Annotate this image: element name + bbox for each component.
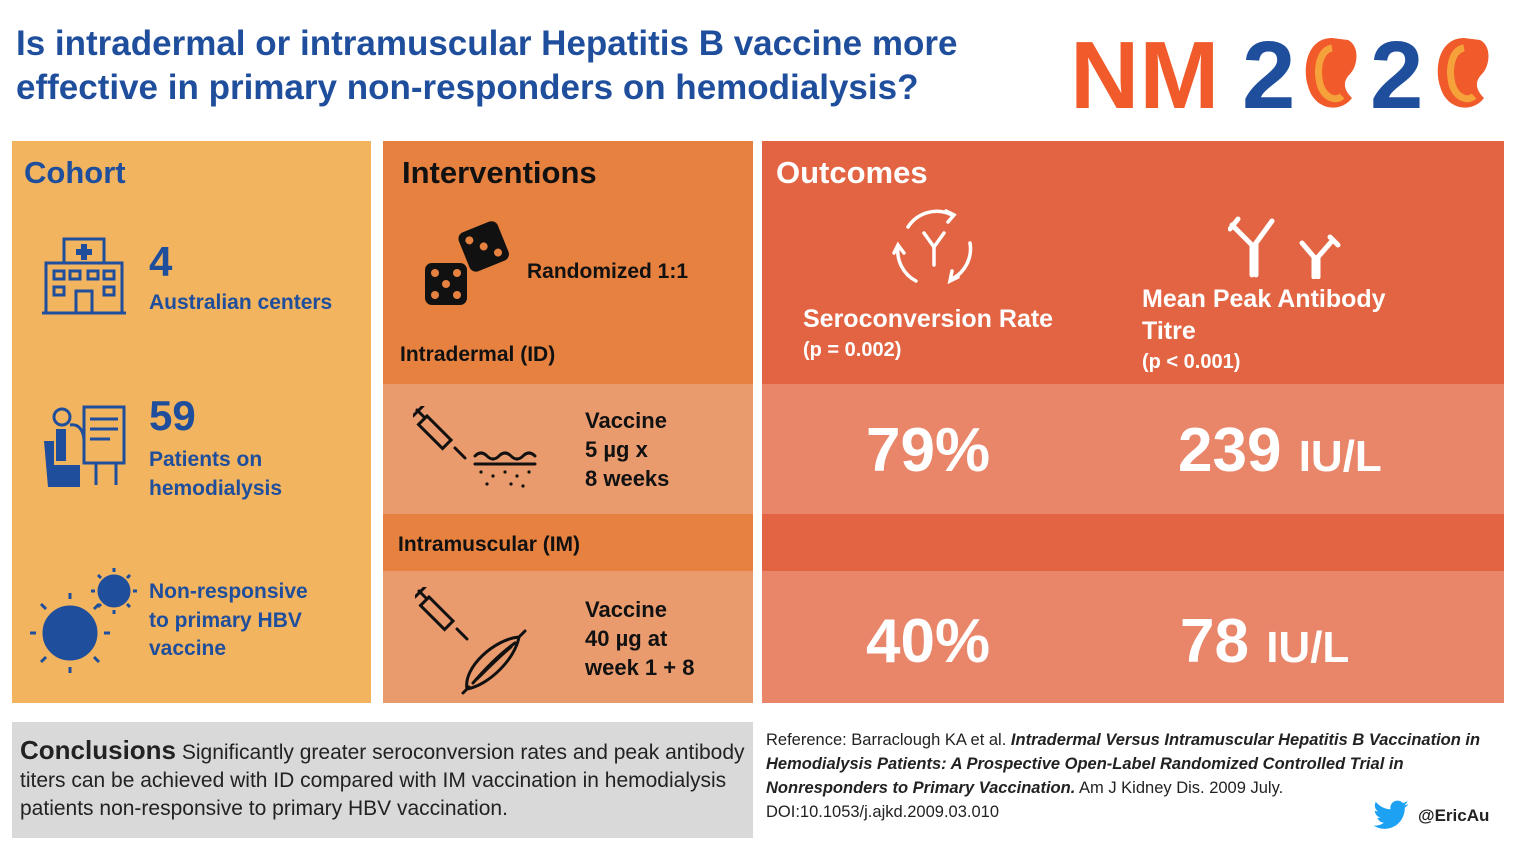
im-vaccine-line-2: 40 µg at bbox=[585, 626, 668, 651]
twitter-icon bbox=[1373, 800, 1409, 829]
seroconversion-title: Seroconversion Rate bbox=[803, 305, 1054, 333]
id-titre-number: 239 bbox=[1178, 416, 1282, 485]
patients-count: 59 bbox=[149, 392, 196, 439]
patients-label-line-1: Patients on bbox=[149, 448, 263, 471]
intradermal-row: Vaccine 5 µg x 8 weeks bbox=[383, 384, 753, 514]
cohort-heading: Cohort bbox=[24, 155, 126, 190]
im-vaccine-line-3: week 1 + 8 bbox=[585, 655, 695, 680]
id-vaccine-line-3: 8 weeks bbox=[585, 466, 670, 491]
im-outcome-row: 40% 78 IU/L bbox=[762, 571, 1504, 703]
im-vaccine-line-1: Vaccine bbox=[585, 597, 667, 622]
intradermal-label: Intradermal (ID) bbox=[400, 343, 556, 366]
seroconversion-p-value: (p = 0.002) bbox=[803, 339, 902, 361]
patients-label-line-2: hemodialysis bbox=[149, 477, 283, 500]
titre-title-line-2: Titre bbox=[1142, 317, 1196, 345]
im-vaccine-text: Vaccine 40 µg at week 1 + 8 bbox=[585, 595, 694, 682]
id-titre-value: 239 IU/L bbox=[1178, 416, 1382, 492]
syringe-intradermal-icon bbox=[413, 406, 537, 488]
page-title: Is intradermal or intramuscular Hepatiti… bbox=[16, 22, 1076, 110]
svg-text:NM: NM bbox=[1070, 26, 1219, 116]
centers-count: 4 bbox=[149, 238, 173, 285]
cohort-panel: Cohort 4 Australian centers 59 Patients … bbox=[12, 141, 371, 703]
kidney-icon bbox=[1305, 38, 1357, 108]
titre-title: Mean Peak Antibody Titre bbox=[1142, 283, 1386, 347]
id-titre-unit: IU/L bbox=[1298, 432, 1382, 481]
im-titre-value: 78 IU/L bbox=[1180, 607, 1349, 683]
twitter-handle-text: @EricAu bbox=[1418, 806, 1490, 825]
virus-icon bbox=[30, 568, 137, 673]
conclusions-heading: Conclusions bbox=[20, 735, 177, 765]
reference-text: Reference: Barraclough KA et al. Intrade… bbox=[766, 728, 1506, 824]
seroconversion-cycle-icon bbox=[892, 209, 973, 285]
patients-label: Patients on hemodialysis bbox=[149, 445, 282, 503]
interventions-panel: Interventions Randomized 1:1 Intradermal… bbox=[383, 141, 753, 703]
reference-suffix: Am J Kidney Dis. 2009 July. DOI:10.1053/… bbox=[766, 779, 1284, 821]
reference-title: Intradermal Versus Intramuscular Hepatit… bbox=[766, 731, 1481, 797]
title-line-2: effective in primary non-responders on h… bbox=[16, 68, 919, 107]
im-titre-number: 78 bbox=[1180, 607, 1249, 676]
title-line-1: Is intradermal or intramuscular Hepatiti… bbox=[16, 24, 958, 63]
titre-p-value: (p < 0.001) bbox=[1142, 351, 1241, 373]
reference-prefix: Reference: Barraclough KA et al. bbox=[766, 731, 1007, 749]
centers-label: Australian centers bbox=[149, 291, 333, 314]
svg-text:2: 2 bbox=[1242, 26, 1295, 116]
im-titre-unit: IU/L bbox=[1266, 623, 1350, 672]
non-responsive-line-3: vaccine bbox=[149, 637, 227, 660]
outcomes-heading: Outcomes bbox=[776, 155, 928, 190]
antibody-icon bbox=[1228, 216, 1341, 279]
im-seroconversion-value: 40% bbox=[866, 607, 991, 676]
id-seroconversion-value: 79% bbox=[866, 416, 991, 485]
svg-text:2: 2 bbox=[1370, 26, 1423, 116]
non-responsive-label: Non-responsive to primary HBV vaccine bbox=[149, 578, 308, 664]
nm2020-logo: NM 2 2 bbox=[1070, 26, 1489, 116]
kidney-icon bbox=[1437, 38, 1489, 108]
dice-icon bbox=[425, 221, 509, 305]
twitter-handle[interactable]: @EricAu bbox=[1372, 800, 1489, 832]
id-outcome-row: 79% 239 IU/L bbox=[762, 384, 1504, 514]
hemodialysis-patient-icon bbox=[44, 405, 126, 487]
non-responsive-line-1: Non-responsive bbox=[149, 580, 308, 603]
randomization-label: Randomized 1:1 bbox=[527, 260, 689, 283]
id-vaccine-line-1: Vaccine bbox=[585, 408, 667, 433]
non-responsive-line-2: to primary HBV bbox=[149, 608, 302, 632]
id-vaccine-text: Vaccine 5 µg x 8 weeks bbox=[585, 406, 669, 493]
id-vaccine-line-2: 5 µg x bbox=[585, 437, 648, 462]
conclusions-text: Significantly greater seroconversion rat… bbox=[20, 741, 745, 820]
interventions-heading: Interventions bbox=[402, 155, 597, 190]
outcomes-panel: Outcomes Seroconversion Rate (p = 0.002)… bbox=[762, 141, 1504, 703]
titre-title-line-1: Mean Peak Antibody bbox=[1142, 285, 1386, 313]
hospital-icon bbox=[42, 237, 126, 315]
intramuscular-row: Vaccine 40 µg at week 1 + 8 bbox=[383, 571, 753, 703]
conclusions-box: Conclusions Significantly greater seroco… bbox=[12, 722, 753, 838]
syringe-muscle-icon bbox=[415, 587, 527, 695]
intramuscular-label: Intramuscular (IM) bbox=[398, 533, 581, 556]
